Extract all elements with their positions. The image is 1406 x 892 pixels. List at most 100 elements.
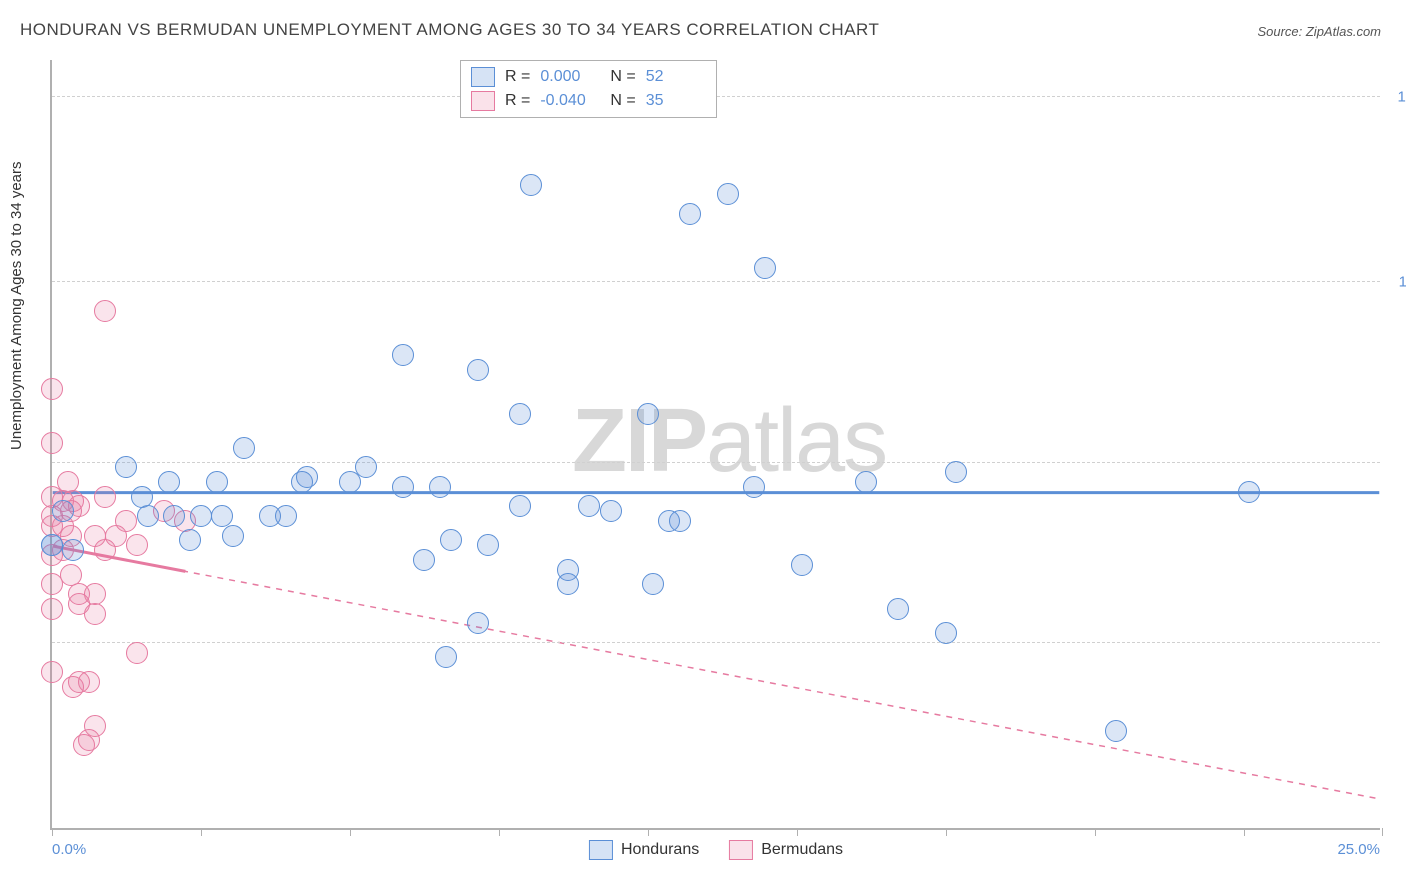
grid-line <box>52 281 1380 282</box>
data-point <box>669 510 691 532</box>
data-point <box>477 534 499 556</box>
data-point <box>754 257 776 279</box>
x-axis-min-label: 0.0% <box>52 841 86 858</box>
data-point <box>1238 481 1260 503</box>
x-tick-mark <box>499 828 500 836</box>
data-point <box>57 471 79 493</box>
data-point <box>429 476 451 498</box>
data-point <box>679 203 701 225</box>
data-point <box>855 471 877 493</box>
data-point <box>520 174 542 196</box>
x-tick-mark <box>201 828 202 836</box>
grid-line <box>52 642 1380 643</box>
data-point <box>233 437 255 459</box>
swatch-pink-icon <box>729 840 753 860</box>
data-point <box>509 495 531 517</box>
data-point <box>41 534 63 556</box>
legend-item-bermudans: Bermudans <box>729 840 843 860</box>
data-point <box>413 549 435 571</box>
data-point <box>206 471 228 493</box>
legend-n-label: N = <box>610 68 635 86</box>
x-tick-mark <box>1382 828 1383 836</box>
data-point <box>115 456 137 478</box>
data-point <box>190 505 212 527</box>
y-axis-label: Unemployment Among Ages 30 to 34 years <box>8 161 25 450</box>
legend-bottom: Hondurans Bermudans <box>589 840 843 860</box>
data-point <box>126 642 148 664</box>
legend-row: R = -0.040 N = 35 <box>471 89 706 113</box>
data-point <box>131 486 153 508</box>
data-point <box>78 671 100 693</box>
data-point <box>717 183 739 205</box>
data-point <box>467 612 489 634</box>
y-tick-label: 15.0% <box>1397 89 1406 106</box>
data-point <box>41 378 63 400</box>
x-tick-mark <box>1095 828 1096 836</box>
data-point <box>467 359 489 381</box>
data-point <box>41 598 63 620</box>
data-point <box>600 500 622 522</box>
data-point <box>163 505 185 527</box>
data-point <box>578 495 600 517</box>
legend-r-value: -0.040 <box>540 92 600 110</box>
data-point <box>94 300 116 322</box>
watermark: ZIPatlas <box>572 390 886 493</box>
data-point <box>41 432 63 454</box>
data-point <box>440 529 462 551</box>
y-tick-label: 11.2% <box>1399 274 1406 291</box>
legend-n-label: N = <box>610 92 635 110</box>
data-point <box>126 534 148 556</box>
data-point <box>222 525 244 547</box>
source-attribution: Source: ZipAtlas.com <box>1257 24 1381 39</box>
data-point <box>791 554 813 576</box>
data-point <box>743 476 765 498</box>
data-point <box>296 466 318 488</box>
data-point <box>509 403 531 425</box>
data-point <box>84 603 106 625</box>
legend-row: R = 0.000 N = 52 <box>471 65 706 89</box>
trend-line <box>53 546 1380 799</box>
data-point <box>275 505 297 527</box>
x-tick-mark <box>648 828 649 836</box>
legend-r-label: R = <box>505 92 530 110</box>
data-point <box>137 505 159 527</box>
data-point <box>887 598 909 620</box>
legend-label: Hondurans <box>621 841 699 859</box>
data-point <box>158 471 180 493</box>
legend-n-value: 35 <box>646 92 706 110</box>
data-point <box>41 661 63 683</box>
legend-correlation: R = 0.000 N = 52 R = -0.040 N = 35 <box>460 60 717 118</box>
legend-label: Bermudans <box>761 841 843 859</box>
data-point <box>355 456 377 478</box>
data-point <box>1105 720 1127 742</box>
data-point <box>557 573 579 595</box>
data-point <box>84 715 106 737</box>
legend-item-hondurans: Hondurans <box>589 840 699 860</box>
data-point <box>52 500 74 522</box>
data-point <box>945 461 967 483</box>
swatch-blue-icon <box>471 67 495 87</box>
data-point <box>94 486 116 508</box>
scatter-plot: ZIPatlas 0.0% 25.0% Hondurans Bermudans … <box>50 60 1380 830</box>
legend-r-label: R = <box>505 68 530 86</box>
x-tick-mark <box>350 828 351 836</box>
data-point <box>115 510 137 532</box>
legend-r-value: 0.000 <box>540 68 600 86</box>
data-point <box>392 344 414 366</box>
data-point <box>642 573 664 595</box>
x-tick-mark <box>1244 828 1245 836</box>
data-point <box>62 539 84 561</box>
legend-n-value: 52 <box>646 68 706 86</box>
data-point <box>179 529 201 551</box>
x-tick-mark <box>797 828 798 836</box>
data-point <box>935 622 957 644</box>
data-point <box>435 646 457 668</box>
data-point <box>637 403 659 425</box>
x-tick-mark <box>52 828 53 836</box>
grid-line <box>52 462 1380 463</box>
chart-title: HONDURAN VS BERMUDAN UNEMPLOYMENT AMONG … <box>20 20 879 40</box>
swatch-pink-icon <box>471 91 495 111</box>
data-point <box>392 476 414 498</box>
swatch-blue-icon <box>589 840 613 860</box>
x-tick-mark <box>946 828 947 836</box>
